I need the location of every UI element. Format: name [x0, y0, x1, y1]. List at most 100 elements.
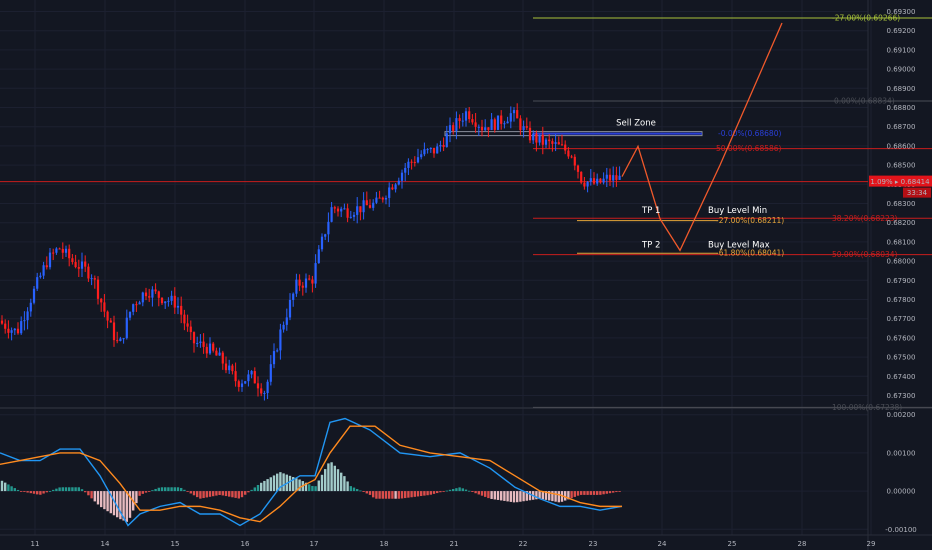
level-label-fib-100: 100.00%(0.67238) — [832, 403, 902, 412]
candle-body — [205, 346, 208, 354]
macd-histogram-bar — [109, 491, 112, 514]
candle-body — [496, 115, 500, 130]
annotation-label: TP 1 — [641, 206, 660, 216]
macd-histogram-bar — [106, 491, 109, 512]
candle-body — [416, 157, 420, 163]
candle-body — [84, 261, 87, 267]
candle-body — [320, 236, 324, 250]
price-axis-label: 0.69200 — [887, 27, 916, 35]
macd-histogram-bar — [317, 480, 320, 492]
macd-histogram-bar — [557, 491, 560, 503]
candle-body — [237, 381, 240, 387]
candle-body — [404, 167, 407, 173]
candle-body — [544, 139, 548, 145]
macd-histogram-bar — [503, 491, 506, 501]
candle-body — [26, 311, 29, 321]
candle-body — [42, 265, 45, 276]
candle-body — [234, 371, 237, 382]
macd-histogram-bar — [516, 491, 519, 503]
macd-histogram-bar — [199, 491, 202, 499]
candle-body — [218, 352, 221, 356]
candle-body — [317, 249, 320, 264]
projection-line — [621, 22, 783, 252]
price-axis-label: 0.67700 — [887, 315, 916, 323]
macd-histogram-bar — [548, 491, 551, 501]
time-axis-label: 18 — [380, 540, 389, 548]
macd-histogram-bar — [42, 491, 45, 494]
candle-body — [253, 371, 256, 384]
macd-histogram-bar — [36, 491, 39, 495]
macd-histogram-bar — [308, 484, 311, 492]
candle-body — [189, 326, 192, 333]
macd-histogram-bar — [400, 491, 404, 499]
candle-body — [525, 126, 528, 128]
candle-body — [215, 350, 218, 356]
macd-histogram-bar — [346, 481, 349, 492]
macd-histogram-bar — [84, 491, 87, 493]
candlestick-series — [0, 103, 621, 401]
macd-histogram-bar — [282, 473, 285, 492]
candle-body — [365, 200, 368, 206]
macd-histogram-bar — [567, 491, 570, 500]
candle-body — [58, 248, 61, 250]
projection-path — [621, 22, 783, 252]
macd-histogram-bar — [39, 491, 42, 495]
candle-body — [346, 208, 349, 218]
macd-histogram-bar — [212, 491, 215, 497]
macd-histogram-bar — [544, 491, 548, 500]
candle-body — [356, 206, 359, 215]
candle-body — [394, 184, 397, 190]
candle-body — [167, 300, 170, 302]
candle-body — [605, 174, 608, 179]
macd-histogram-bar — [215, 491, 218, 496]
macd-histogram-bar — [432, 491, 436, 494]
macd-histogram-bar — [116, 491, 119, 518]
macd-histogram-bar — [349, 486, 352, 492]
candle-body — [413, 162, 416, 164]
macd-histogram-bar — [378, 491, 381, 499]
macd-histogram-bar — [221, 491, 224, 496]
candle-body — [490, 119, 493, 130]
macd-histogram-bar — [599, 491, 602, 495]
macd-histogram-bar — [208, 491, 212, 497]
macd-histogram-bar — [170, 487, 173, 492]
candle-body — [519, 118, 522, 131]
macd-histogram-bar — [314, 486, 317, 492]
macd-histogram-bar — [205, 491, 208, 498]
macd-histogram-bar — [525, 491, 528, 501]
macd-histogram-bar — [426, 491, 429, 496]
macd-histogram-bar — [64, 487, 68, 492]
candle-body — [564, 144, 567, 151]
macd-histogram-bar — [586, 491, 589, 495]
candle-body — [151, 289, 154, 298]
candle-body — [324, 234, 327, 237]
candle-body — [436, 146, 439, 154]
candle-body — [263, 393, 266, 395]
candle-body — [87, 266, 90, 279]
macd-line — [0, 417, 623, 527]
candle-body — [288, 299, 292, 318]
candle-body — [384, 197, 388, 200]
macd-histogram-bar — [250, 489, 253, 492]
candle-body — [183, 314, 186, 324]
candle-body — [375, 197, 378, 203]
macd-histogram-bar — [112, 491, 116, 516]
candle-body — [464, 111, 468, 121]
macd-histogram-bar — [570, 491, 573, 499]
macd-histogram-bar — [90, 491, 93, 499]
macd-histogram-bar — [340, 472, 343, 492]
candle-body — [352, 214, 356, 217]
time-axis-label: 17 — [310, 540, 319, 548]
macd-histogram-bar — [269, 477, 272, 492]
candle-body — [333, 207, 336, 209]
candle-body — [452, 125, 455, 131]
candle-body — [468, 111, 471, 120]
price-badge-bg — [869, 175, 932, 187]
candle-body — [567, 150, 570, 157]
candle-body — [45, 265, 48, 268]
macd-histogram-bar — [528, 491, 532, 501]
candle-body — [106, 311, 109, 321]
candle-body — [311, 279, 314, 284]
